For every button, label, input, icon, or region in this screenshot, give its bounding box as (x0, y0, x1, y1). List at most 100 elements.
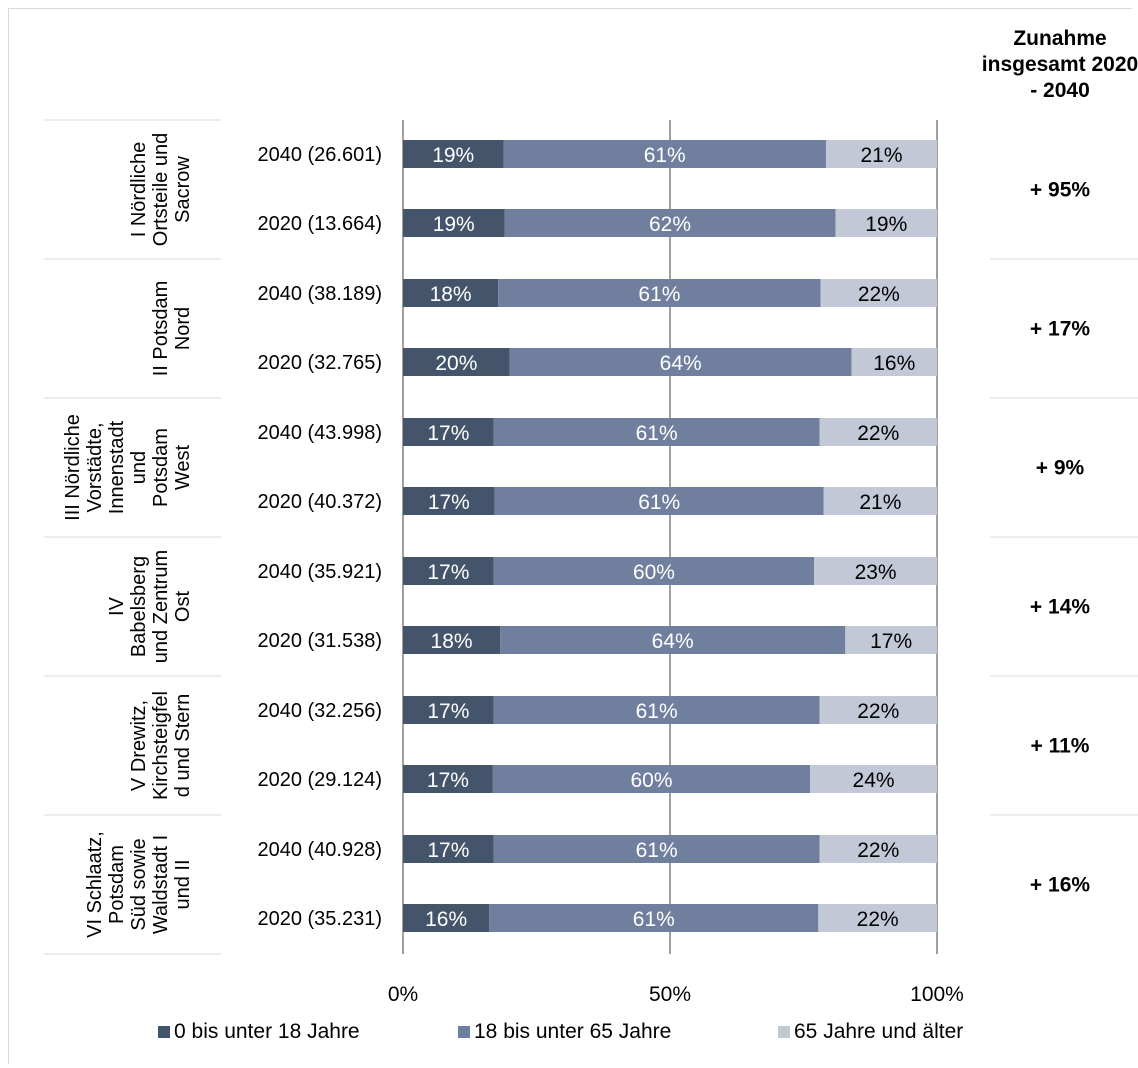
group-label-line: Süd sowie (128, 838, 150, 930)
data-label: 22% (857, 908, 899, 931)
group-label-line: und II (172, 859, 194, 909)
data-label: 61% (638, 491, 680, 514)
x-tick-label: 50% (649, 983, 691, 1006)
group-label-line: Nord (172, 307, 194, 350)
row-label: 2040 (40.928) (257, 839, 382, 861)
group-label-line: VI Schlaatz, (84, 831, 106, 938)
bar-segment (403, 348, 510, 376)
group-label-line: I Nördliche (128, 142, 150, 238)
data-label: 22% (857, 422, 899, 445)
data-label: 17% (870, 630, 912, 653)
data-label: 61% (644, 144, 686, 167)
data-label: 21% (860, 144, 902, 167)
data-label: 17% (427, 561, 469, 584)
group-label-line: Ortsteile und (150, 133, 172, 246)
group-label-line: d und Stern (172, 694, 194, 797)
bar-segment (818, 904, 937, 932)
data-label: 22% (857, 700, 899, 723)
data-label: 64% (660, 352, 702, 375)
bar-segment (403, 279, 499, 307)
group-label-line: Potsdam (150, 428, 172, 507)
bar-segment (403, 557, 494, 585)
group-label: III NördlicheVorstädte,InnenstadtundPots… (62, 414, 194, 521)
group-label: VI Schlaatz,PotsdamSüd sowieWaldstadt Iu… (84, 831, 194, 938)
data-label: 60% (630, 769, 672, 792)
group-label-line: II Potsdam (150, 281, 172, 377)
bar-segment (810, 765, 937, 793)
bar-segment (814, 557, 937, 585)
group-label-line: und Zentrum (150, 550, 172, 663)
legend-swatch (458, 1026, 470, 1038)
bar-segment (494, 487, 824, 515)
row-label: 2040 (38.189) (257, 283, 382, 305)
group-label-line: West (172, 444, 194, 490)
data-label: 60% (633, 561, 675, 584)
group-label-line: Babelsberg (128, 556, 150, 657)
bar-segment (851, 348, 937, 376)
data-label: 19% (432, 144, 474, 167)
bar-segment (403, 904, 490, 932)
legend-swatch (778, 1026, 790, 1038)
data-label: 61% (633, 908, 675, 931)
legend-label: 18 bis unter 65 Jahre (474, 1020, 671, 1043)
bar-segment (845, 626, 937, 654)
group-label: IVBabelsbergund ZentrumOst (106, 550, 194, 663)
increase-value: + 17% (1030, 318, 1090, 341)
bar-segment (493, 835, 820, 863)
row-label: 2040 (26.601) (257, 144, 382, 166)
data-label: 18% (431, 630, 473, 653)
data-label: 16% (873, 352, 915, 375)
increase-value: + 14% (1030, 596, 1090, 619)
increase-value: + 95% (1030, 179, 1090, 202)
bar-segment (492, 765, 811, 793)
chart-frame (8, 8, 1132, 1064)
bar-segment (820, 279, 937, 307)
x-tick-label: 0% (388, 983, 418, 1006)
bar-segment (403, 696, 494, 724)
row-label: 2020 (31.538) (257, 630, 382, 652)
bar-segment (835, 209, 937, 237)
legend-label: 0 bis unter 18 Jahre (174, 1020, 360, 1043)
row-label: 2040 (35.921) (257, 561, 382, 583)
group-label-line: Sacrow (172, 156, 194, 223)
increase-value: + 9% (1036, 457, 1085, 480)
data-label: 23% (855, 561, 897, 584)
data-label: 62% (649, 213, 691, 236)
bar-segment (823, 487, 937, 515)
group-label: II PotsdamNord (150, 281, 194, 377)
group-label: V Drewitz,Kirchsteigfeld und Stern (128, 691, 194, 800)
bar-segment (500, 626, 846, 654)
legend-label: 65 Jahre und älter (794, 1020, 963, 1043)
bar-segment (498, 279, 821, 307)
bar-segment (403, 140, 504, 168)
row-label: 2020 (13.664) (257, 213, 382, 235)
bar-segment (509, 348, 852, 376)
bar-segment (403, 835, 494, 863)
bar-segment (819, 835, 937, 863)
increase-header: Zunahme insgesamt 2020 - 2040 (981, 27, 1138, 102)
group-label-line: Waldstadt I (150, 835, 172, 934)
x-tick-label: 100% (910, 983, 964, 1006)
data-label: 61% (638, 283, 680, 306)
group-label-line: Kirchsteigfel (150, 691, 172, 800)
bar-segment (503, 140, 826, 168)
data-label: 17% (427, 700, 469, 723)
increase-value: + 16% (1030, 874, 1090, 897)
bar-segment (403, 418, 494, 446)
bar-segment (825, 140, 937, 168)
data-label: 20% (435, 352, 477, 375)
data-label: 17% (427, 769, 469, 792)
group-label-line: III Nördliche (62, 414, 84, 521)
group-label-line: IV (106, 596, 128, 616)
bar-segment (493, 557, 815, 585)
data-label: 17% (427, 839, 469, 862)
bar-segment (819, 418, 937, 446)
data-label: 61% (636, 422, 678, 445)
bar-segment (403, 765, 493, 793)
increase-value: + 11% (1031, 735, 1090, 758)
data-label: 61% (636, 700, 678, 723)
data-label: 17% (427, 422, 469, 445)
row-label: 2020 (29.124) (257, 769, 382, 791)
data-label: 19% (433, 213, 475, 236)
